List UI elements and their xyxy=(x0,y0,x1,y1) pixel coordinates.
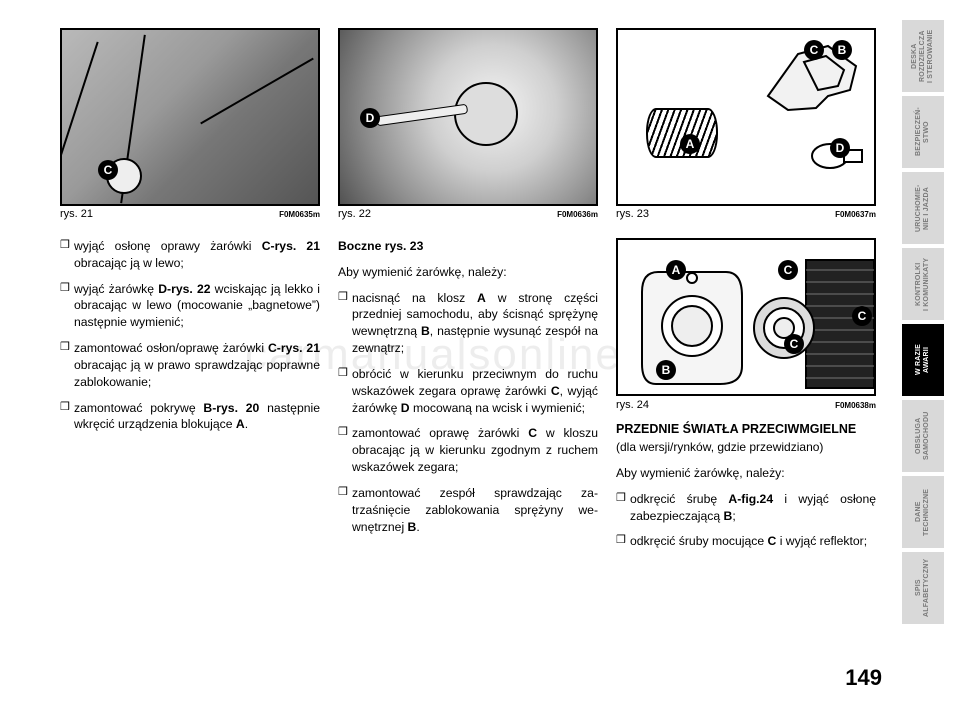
tab-spis[interactable]: SPISALFABETYCZNY xyxy=(902,552,944,624)
text: odkręcić śrubę xyxy=(630,492,728,506)
figure-23: A B C D rys. 23 F0M0637m xyxy=(616,28,876,220)
sidebar-tabs: DESKAROZDZIELCZAI STEROWANIE BEZPIECZEŃ-… xyxy=(902,20,944,624)
tab-dane[interactable]: DANETECHNICZNE xyxy=(902,476,944,548)
tab-kontrolki[interactable]: KONTROLKII KOMUNIKATY xyxy=(902,248,944,320)
col2-heading: Boczne rys. 23 xyxy=(338,238,598,255)
callout-a-icon: A xyxy=(680,134,700,154)
text: obracając ją w prawo spraw­dzając popraw… xyxy=(74,358,320,389)
tab-awaria[interactable]: W RAZIEAWARII xyxy=(902,324,944,396)
bold: C xyxy=(528,426,537,440)
text: mocowaną na wcisk i wymienić; xyxy=(410,401,585,415)
bold: B xyxy=(421,324,430,338)
bold: A xyxy=(236,417,245,431)
col3-heading: PRZEDNIE ŚWIATŁA PRZECIWMGIELNE xyxy=(616,421,876,438)
figure-23-image: A B C D xyxy=(616,28,876,206)
col3-bullet-1: odkręcić śrubę A-fig.24 i wyjąć osło­nę … xyxy=(616,491,876,525)
text: i wyjąć re­flektor; xyxy=(776,534,867,548)
bold: D xyxy=(401,401,410,415)
bold: A xyxy=(477,291,486,305)
page-content: C rys. 21 F0M0635m D rys. 22 F0M0636m xyxy=(60,28,884,559)
figure-21-image: C xyxy=(60,28,320,206)
bold: B xyxy=(724,509,733,523)
bold: C xyxy=(551,384,560,398)
callout-b-icon: B xyxy=(656,360,676,380)
col2-bullet-1: nacisnąć na klosz A w stronę części prze… xyxy=(338,290,598,357)
bold: C xyxy=(768,534,777,548)
text-columns: wyjąć osłonę oprawy żarówki C-rys. 21 ob… xyxy=(60,238,884,559)
figure-row: C rys. 21 F0M0635m D rys. 22 F0M0636m xyxy=(60,28,884,220)
figure-24-image: A B C C C xyxy=(616,238,876,396)
col3-bullet-2: odkręcić śruby mocujące C i wyjąć re­fle… xyxy=(616,533,876,550)
text: ; xyxy=(732,509,735,523)
col1-bullet-1: wyjąć osłonę oprawy żarówki C-rys. 21 ob… xyxy=(60,238,320,272)
figure-22-code: F0M0636m xyxy=(557,210,598,219)
callout-c-icon: C xyxy=(98,160,118,180)
column-1: wyjąć osłonę oprawy żarówki C-rys. 21 ob… xyxy=(60,238,320,559)
tab-uruchomienie[interactable]: URUCHOMIE-NIE I JAZDA xyxy=(902,172,944,244)
callout-c-icon: C xyxy=(852,306,872,326)
callout-a-icon: A xyxy=(666,260,686,280)
tab-deska[interactable]: DESKAROZDZIELCZAI STEROWANIE xyxy=(902,20,944,92)
callout-c-icon: C xyxy=(804,40,824,60)
text: wyjąć żarówkę xyxy=(74,282,158,296)
callout-d-icon: D xyxy=(830,138,850,158)
text: . xyxy=(416,520,419,534)
column-3: A B C C C rys. 24 F0M0638m PRZEDNIE ŚWIA… xyxy=(616,238,876,559)
tab-bezpieczenstwo[interactable]: BEZPIECZEŃ-STWO xyxy=(902,96,944,168)
callout-d-icon: D xyxy=(360,108,380,128)
col3-intro: Aby wymienić żarówkę, należy: xyxy=(616,465,876,482)
text: zamontować osłon/oprawę żarówki xyxy=(74,341,268,355)
text: wyjąć osłonę oprawy żarówki xyxy=(74,239,262,253)
col1-bullet-2: wyjąć żarówkę D-rys. 22 wciskając ją lek… xyxy=(60,281,320,331)
bold: C-rys. 21 xyxy=(268,341,320,355)
callout-b-icon: B xyxy=(832,40,852,60)
col3-subtitle: (dla wersji/rynków, gdzie przewidziano) xyxy=(616,439,876,456)
text: nacisnąć na klosz xyxy=(352,291,477,305)
bold: A-fig.24 xyxy=(728,492,773,506)
figure-23-code: F0M0637m xyxy=(835,210,876,219)
figure-23-caption: rys. 23 xyxy=(616,208,649,220)
figure-24-caption: rys. 24 xyxy=(616,398,649,413)
col2-bullet-3: zamontować oprawę żarówki C w klo­szu ob… xyxy=(338,425,598,475)
callout-c-icon: C xyxy=(778,260,798,280)
figure-21: C rys. 21 F0M0635m xyxy=(60,28,320,220)
text: zamontować zespół sprawdzając za­trzaśni… xyxy=(352,486,598,534)
figure-21-caption: rys. 21 xyxy=(60,208,93,220)
col1-bullet-3: zamontować osłon/oprawę żarówki C-rys. 2… xyxy=(60,340,320,390)
bold: D-rys. 22 xyxy=(158,282,210,296)
col2-intro: Aby wymienić żarówkę, należy: xyxy=(338,264,598,281)
bold: Boczne rys. 23 xyxy=(338,239,423,253)
text: obracając ją w lewo; xyxy=(74,256,184,270)
col1-bullet-4: zamontować pokrywę B-rys. 20 na­stępnie … xyxy=(60,400,320,434)
col2-bullet-2: obrócić w kierunku przeciwnym do ru­chu … xyxy=(338,366,598,416)
text: . xyxy=(245,417,248,431)
bold: C-rys. 21 xyxy=(262,239,320,253)
text: odkręcić śruby mocujące xyxy=(630,534,768,548)
text: zamontować oprawę żarówki xyxy=(352,426,528,440)
figure-24-code: F0M0638m xyxy=(835,400,876,411)
page-number: 149 xyxy=(845,665,882,691)
tab-obsluga[interactable]: OBSŁUGASAMOCHODU xyxy=(902,400,944,472)
column-2: Boczne rys. 23 Aby wymienić żarówkę, nal… xyxy=(338,238,598,559)
figure-22-image: D xyxy=(338,28,598,206)
text: zamontować pokrywę xyxy=(74,401,203,415)
figure-21-code: F0M0635m xyxy=(279,210,320,219)
figure-24: A B C C C rys. 24 F0M0638m xyxy=(616,238,876,413)
figure-22: D rys. 22 F0M0636m xyxy=(338,28,598,220)
figure-22-caption: rys. 22 xyxy=(338,208,371,220)
bold: B-rys. 20 xyxy=(203,401,259,415)
col2-bullet-4: zamontować zespół sprawdzając za­trzaśni… xyxy=(338,485,598,535)
callout-c-icon: C xyxy=(784,334,804,354)
